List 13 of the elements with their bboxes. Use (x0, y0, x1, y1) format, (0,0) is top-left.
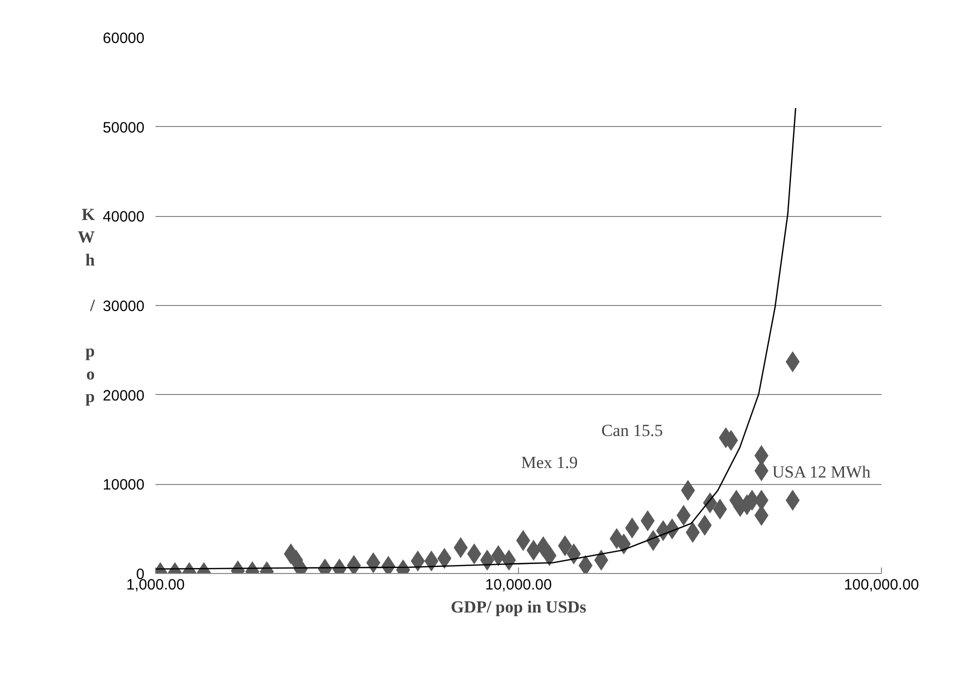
y-tick-label: 60000 (102, 30, 145, 47)
x-axis-title: GDP/ pop in USDs (450, 598, 587, 616)
y-tick-label: 20000 (102, 387, 145, 404)
annotation: USA 12 MWh (772, 462, 871, 482)
y-tick-label: 30000 (102, 298, 145, 315)
annotation: Mex 1.9 (521, 453, 578, 472)
y-tick-label: 50000 (102, 119, 145, 136)
x-tick-label: 100,000.00 (844, 576, 920, 594)
text: KWh / pop (78, 204, 95, 406)
y-tick-label: 10000 (102, 476, 145, 494)
y-tick-label: 40000 (102, 208, 145, 226)
x-tick-label: 10,000.00 (485, 576, 552, 594)
annotation: Can 15.5 (601, 421, 663, 440)
